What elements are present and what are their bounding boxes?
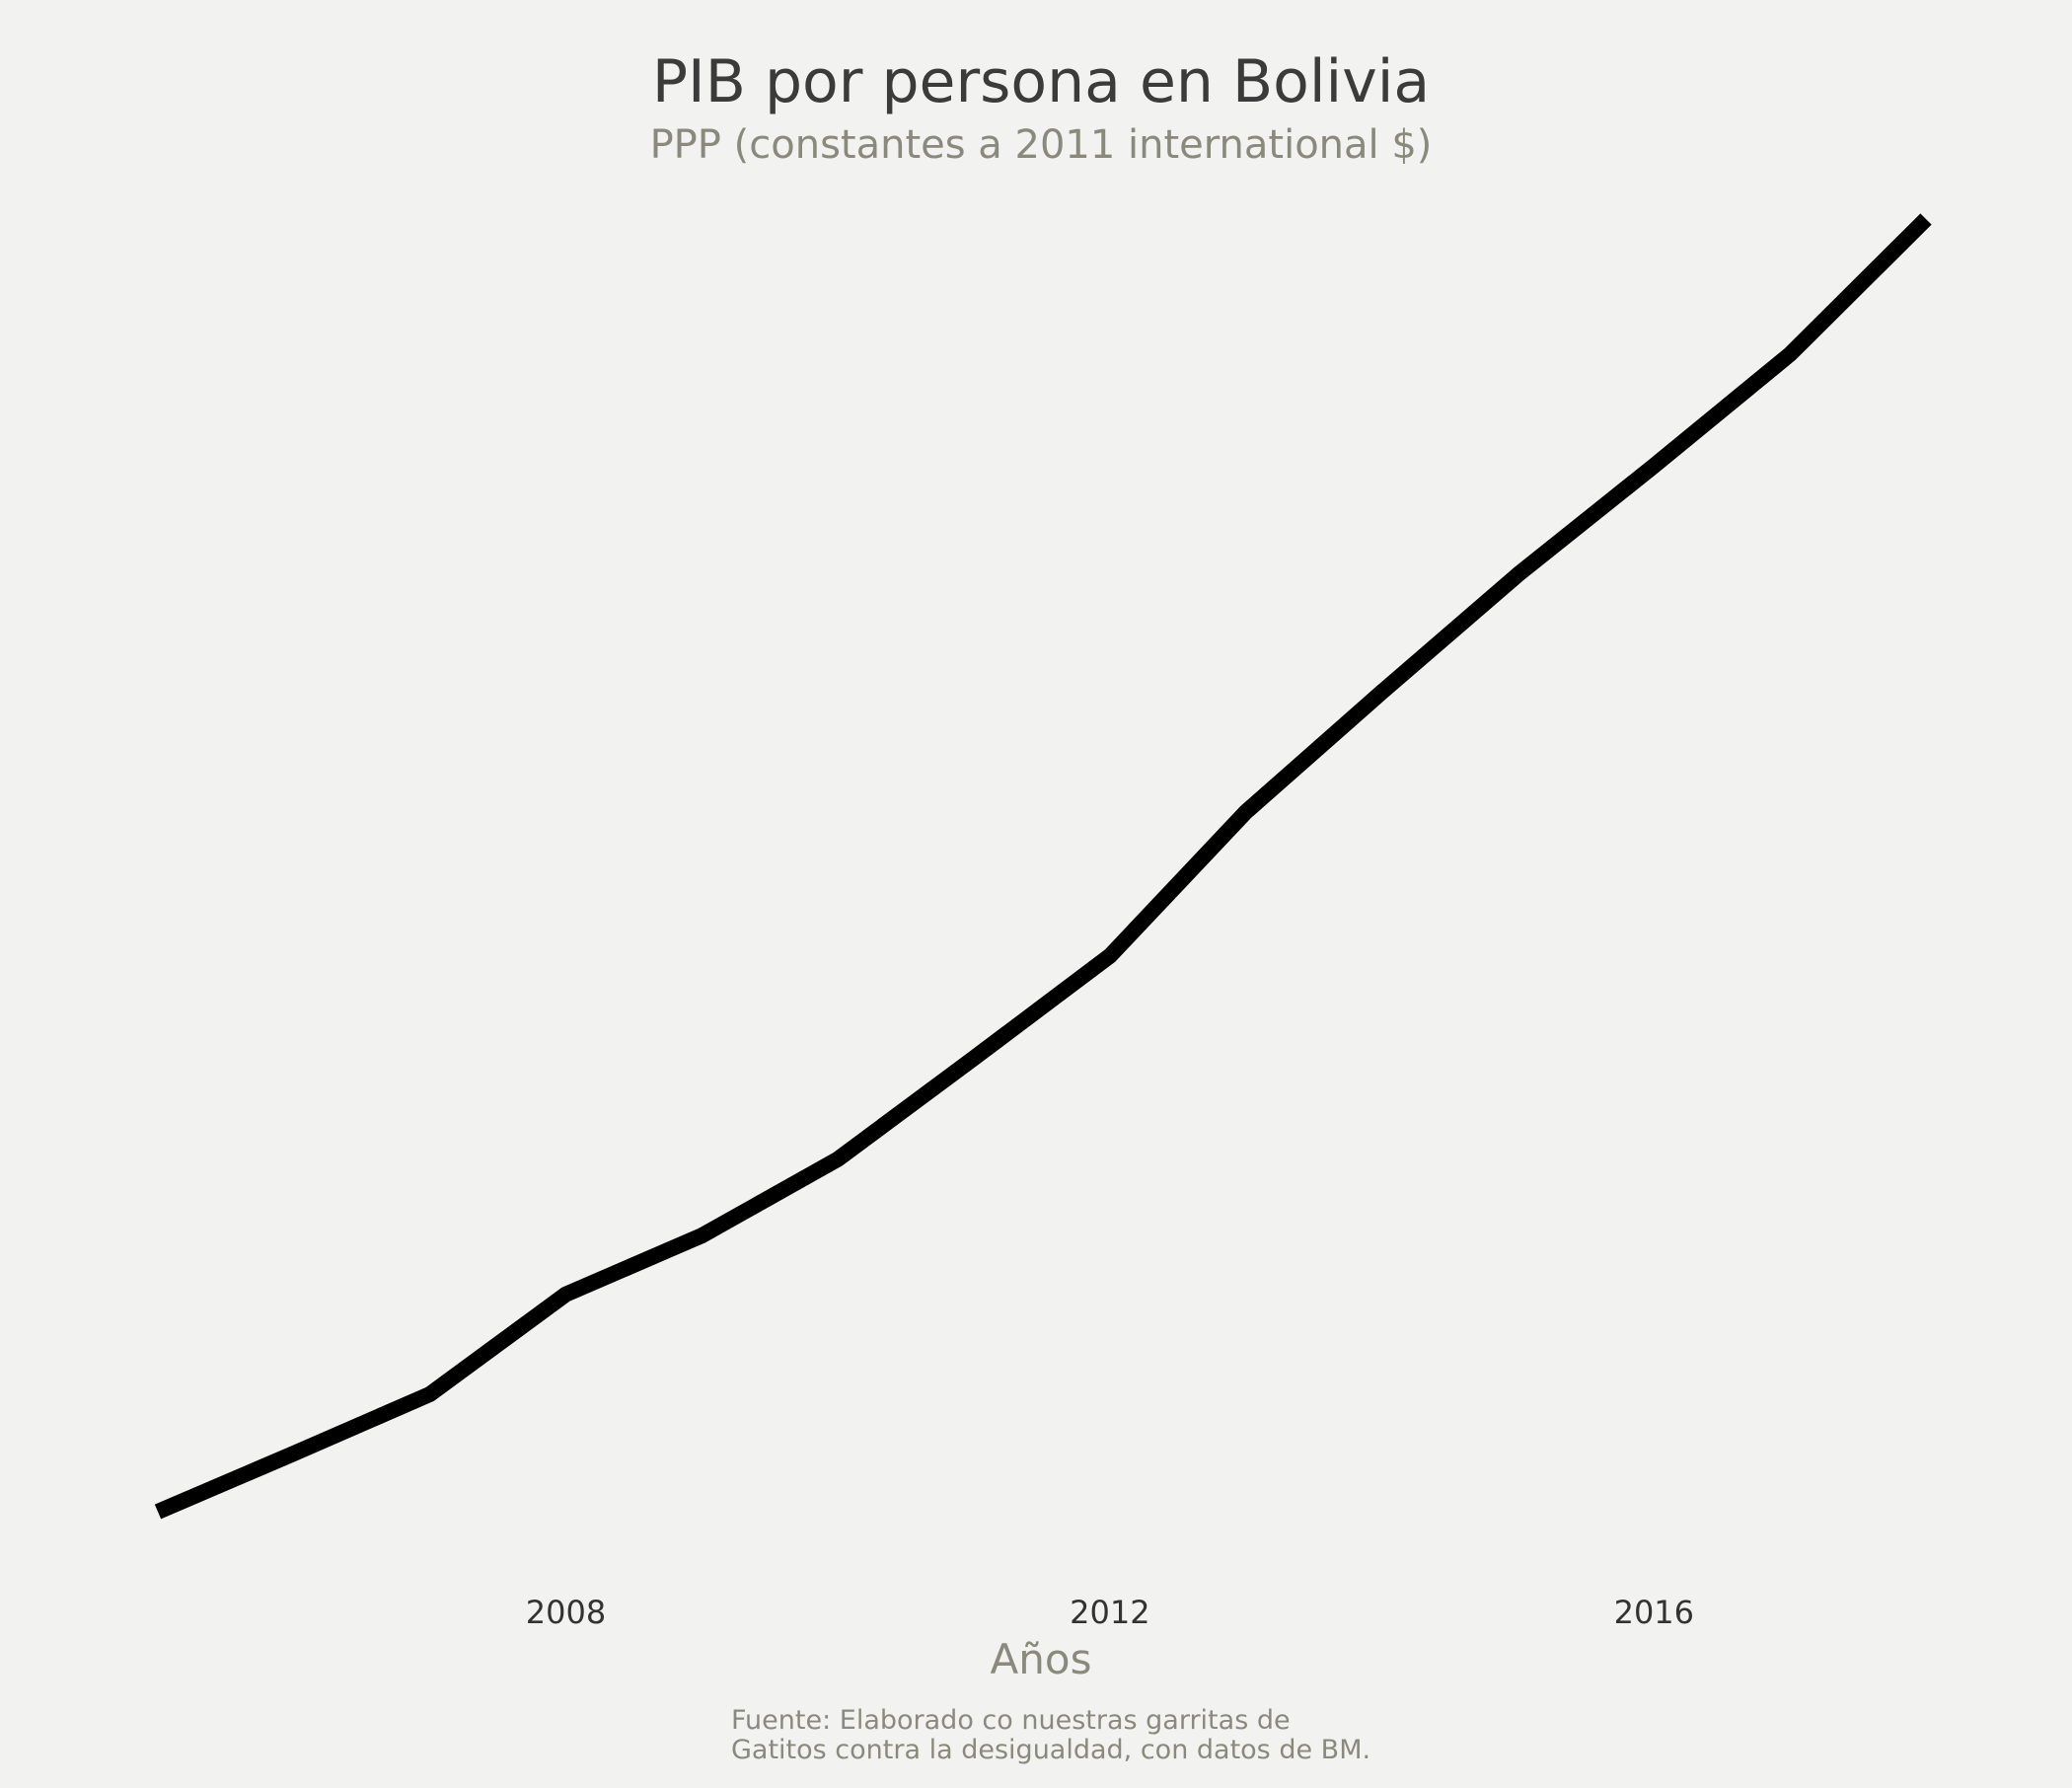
x-tick-label: 2012 (1070, 1594, 1149, 1631)
x-tick-label: 2016 (1614, 1594, 1694, 1631)
chart-title: PIB por persona en Bolivia (652, 47, 1430, 116)
caption-line-1: Fuente: Elaborado co nuestras garritas d… (731, 1705, 1291, 1736)
x-axis-ticks: 2008 2012 2016 (526, 1594, 1694, 1631)
caption-line-2: Gatitos contra la desigualdad, con datos… (731, 1735, 1370, 1765)
x-axis-title: Años (991, 1635, 1092, 1683)
series-line-0 (154, 213, 1932, 1520)
x-tick-label: 2008 (526, 1594, 606, 1631)
chart-subtitle: PPP (constantes a 2011 international $) (650, 122, 1433, 168)
plot-area (154, 213, 1932, 1520)
